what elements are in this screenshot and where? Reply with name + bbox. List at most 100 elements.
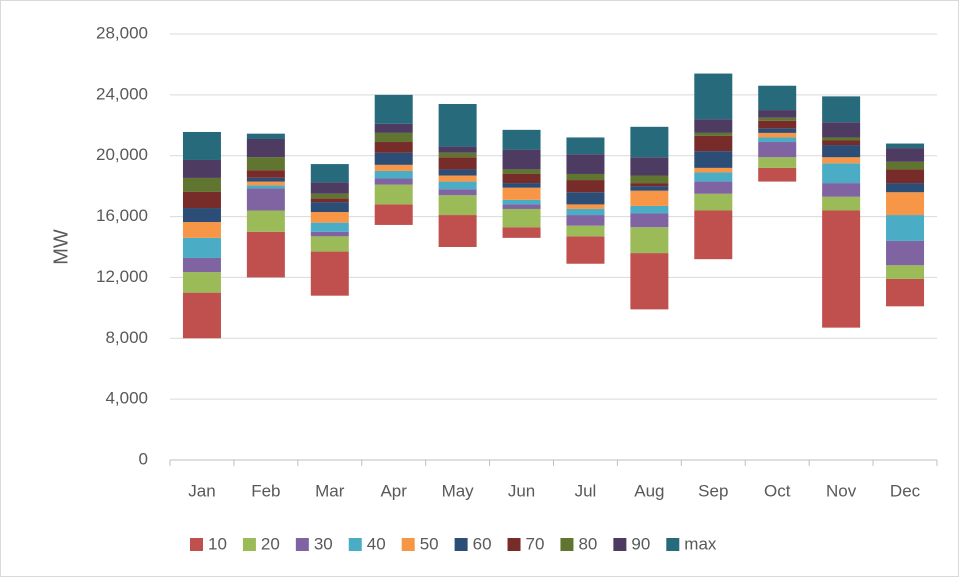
legend-swatch (560, 538, 574, 551)
y-tick-label: 16,000 (96, 206, 148, 225)
bar-segment (822, 145, 861, 158)
bar-segment (374, 164, 413, 171)
bar-segment (822, 122, 861, 138)
y-tick-label: 0 (139, 449, 148, 468)
bar-segment (566, 204, 605, 209)
bar-segment (566, 154, 605, 174)
legend-swatch (295, 538, 309, 551)
bar-segment (438, 181, 477, 190)
bar-segment (822, 163, 861, 184)
x-tick-label: Aug (634, 481, 664, 500)
bar-segment (310, 182, 349, 194)
x-tick-label: Nov (826, 481, 857, 500)
bar-segment (502, 199, 541, 205)
x-tick-label: May (442, 481, 475, 500)
bar-segment (886, 278, 925, 307)
bar-segment (694, 119, 733, 133)
bar-segment (886, 192, 925, 216)
bar-segment (182, 272, 221, 293)
bar-segment (886, 240, 925, 266)
legend-swatch (613, 538, 627, 551)
legend-swatch (454, 538, 468, 551)
bar-segment (822, 140, 861, 146)
bar-segment (822, 183, 861, 197)
bar-segment (630, 175, 669, 184)
bar-segment (246, 181, 285, 186)
x-tick-label: Feb (251, 481, 280, 500)
bar-segment (630, 190, 669, 206)
bar-segment (694, 210, 733, 260)
bar-segment (374, 94, 413, 124)
bar-segment (694, 151, 733, 168)
bar-segment (694, 167, 733, 173)
legend-label: max (684, 534, 717, 553)
bar-segment (566, 215, 605, 226)
bar-segment (374, 184, 413, 205)
bar-segment (310, 231, 349, 237)
y-tick-label: 8,000 (105, 328, 148, 347)
bar-segment (886, 265, 925, 279)
bar-segment (630, 205, 669, 214)
bar-segment (310, 212, 349, 223)
x-tick-label: Sep (698, 481, 728, 500)
bar-segment (246, 185, 285, 189)
legend-label: 40 (367, 534, 386, 553)
bar-segment (630, 183, 669, 187)
legend-swatch (666, 538, 680, 551)
bar-segment (630, 126, 669, 158)
bar-segment (886, 183, 925, 193)
bar-segment (694, 172, 733, 182)
bar-segment (502, 187, 541, 200)
bar-segment (886, 143, 925, 149)
bar-segment (758, 132, 797, 138)
legend-swatch (348, 538, 362, 551)
bar-segment (566, 137, 605, 155)
legend-swatch (401, 538, 415, 551)
bar-segment (374, 123, 413, 133)
bar-segment (758, 167, 797, 182)
bar-segment (630, 253, 669, 310)
bar-segment (630, 227, 669, 254)
legend-label: 20 (261, 534, 280, 553)
bar-segment (822, 210, 861, 328)
bar-segment (374, 132, 413, 143)
bar-segment (310, 251, 349, 296)
bar-segment (438, 146, 477, 153)
legend-label: 10 (208, 534, 227, 553)
legend-label: 50 (420, 534, 439, 553)
bar-segment (310, 236, 349, 252)
x-tick-label: Jul (575, 481, 597, 500)
bar-segment (374, 152, 413, 165)
bar-segment (246, 177, 285, 182)
bar-segment (694, 73, 733, 120)
bar-segment (822, 157, 861, 164)
bar-segment (438, 103, 477, 147)
bar-segment (246, 157, 285, 171)
bar-segment (182, 191, 221, 209)
x-tick-label: Dec (890, 481, 921, 500)
bar-segment (758, 110, 797, 118)
bar-segment (694, 135, 733, 152)
legend-label: 90 (631, 534, 650, 553)
bar-segment (310, 202, 349, 213)
bar-segment (630, 186, 669, 191)
bar-segment (310, 222, 349, 232)
bar-segment (502, 208, 541, 228)
bar-segment (182, 159, 221, 178)
bar-segment (566, 180, 605, 193)
bar-segment (694, 193, 733, 211)
bar-segment (694, 132, 733, 136)
bar-segment (438, 157, 477, 170)
bar-segment (630, 213, 669, 228)
bar-segment (758, 157, 797, 168)
bar-segment (246, 188, 285, 211)
legend-swatch (507, 538, 521, 551)
bar-segment (182, 131, 221, 160)
bar-segment (758, 120, 797, 129)
bar-segment (182, 222, 221, 238)
legend-label: 30 (314, 534, 333, 553)
bar-segment (182, 177, 221, 192)
bar-segment (246, 210, 285, 232)
y-tick-label: 4,000 (105, 389, 148, 408)
